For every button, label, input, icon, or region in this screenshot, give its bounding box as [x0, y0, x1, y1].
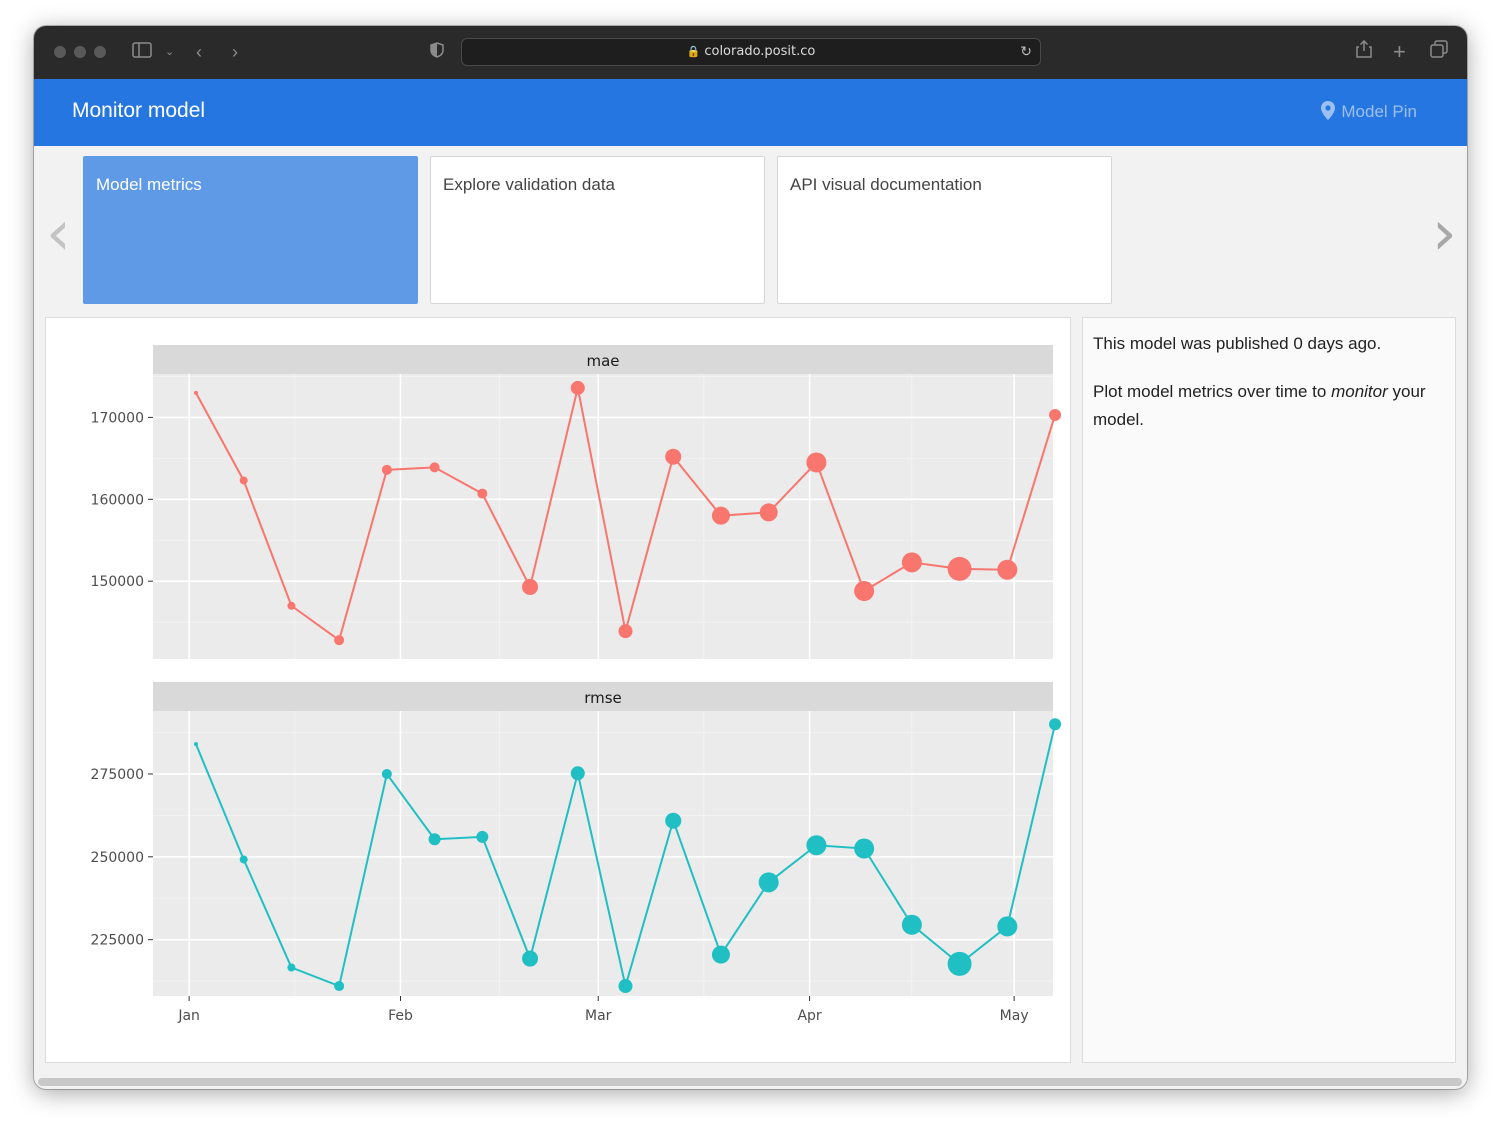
y-tick-label: 275000 — [91, 767, 144, 783]
lock-icon: 🔒 — [686, 45, 701, 58]
rmse-data-point — [758, 872, 779, 893]
x-tick-label: Mar — [585, 1008, 612, 1024]
url-text: colorado.posit.co — [704, 44, 816, 59]
x-tick-label: Feb — [388, 1008, 413, 1024]
rmse-data-point — [193, 742, 198, 747]
y-tick-label: 250000 — [91, 850, 144, 866]
chevron-down-icon[interactable]: ⌄ — [165, 46, 175, 58]
carousel-prev-arrow-icon[interactable]: ‹ — [46, 196, 71, 269]
plot-text-start: Plot model metrics over time to — [1093, 382, 1332, 401]
tab-model-metrics[interactable]: Model metrics — [83, 156, 418, 304]
horizontal-scrollbar[interactable] — [38, 1078, 1462, 1086]
rmse-data-point — [570, 766, 585, 781]
mae-data-point — [947, 556, 972, 581]
tab-label: Explore validation data — [443, 175, 616, 194]
mae-data-point — [854, 581, 875, 602]
plot-description: Plot model metrics over time to monitor … — [1093, 378, 1445, 434]
plot-text-emphasis: monitor — [1331, 382, 1388, 401]
mae-data-point — [570, 380, 585, 395]
rmse-data-point — [522, 950, 539, 967]
rmse-data-point — [947, 951, 972, 976]
model-pin-link[interactable]: Model Pin — [1321, 101, 1417, 122]
rmse-data-point — [334, 981, 345, 992]
mae-data-point — [522, 578, 539, 595]
rmse-data-point — [806, 835, 827, 856]
metrics-chart: mae 150000 160000 170000 rmse 225000 250000 275… — [91, 345, 1062, 1024]
mae-data-point — [1049, 408, 1062, 421]
reload-icon[interactable]: ↻ — [1020, 44, 1032, 60]
sidebar-toggle-icon[interactable] — [132, 40, 152, 64]
shield-icon[interactable] — [430, 40, 444, 64]
facet-strip — [153, 682, 1053, 711]
share-icon[interactable] — [1356, 39, 1372, 64]
map-pin-icon — [1321, 101, 1336, 120]
address-bar[interactable]: 🔒 colorado.posit.co ↻ — [461, 38, 1041, 66]
back-icon[interactable]: ‹ — [196, 42, 202, 62]
rmse-data-point — [476, 830, 489, 843]
mae-data-point — [806, 452, 827, 473]
mae-data-point — [429, 462, 440, 473]
mae-data-point — [711, 506, 730, 525]
mae-data-point — [477, 488, 488, 499]
mae-data-point — [901, 552, 922, 573]
tab-label: Model metrics — [96, 175, 202, 194]
mae-data-point — [618, 624, 633, 639]
y-tick-label: 225000 — [91, 933, 144, 949]
rmse-data-point — [239, 855, 248, 864]
tab-label: API visual documentation — [790, 175, 982, 194]
zoom-window-button[interactable] — [94, 46, 106, 58]
mae-data-point — [334, 635, 345, 646]
rmse-data-point — [711, 945, 730, 964]
new-tab-icon[interactable]: + — [1393, 39, 1406, 64]
tab-api-visual-documentation[interactable]: API visual documentation — [777, 156, 1112, 304]
rmse-data-point — [901, 914, 922, 935]
rmse-data-point — [1049, 718, 1062, 731]
rmse-data-point — [381, 768, 392, 779]
metrics-plot-panel: mae 150000 160000 170000 rmse 225000 250000 275… — [45, 317, 1071, 1063]
mae-data-point — [287, 601, 296, 610]
published-text: This model was published 0 days ago. — [1093, 334, 1382, 353]
model-pin-label: Model Pin — [1341, 102, 1417, 121]
mae-data-point — [665, 448, 682, 465]
app-navbar: Monitor model Model Pin — [34, 79, 1467, 146]
info-panel: This model was published 0 days ago. Plo… — [1082, 317, 1456, 1063]
plot-text-end: your model. — [1093, 382, 1426, 429]
browser-window: ⌄ ‹ › 🔒 colorado.posit.co ↻ + Monitor mod… — [34, 26, 1467, 1089]
close-window-button[interactable] — [54, 46, 66, 58]
rmse-data-point — [618, 979, 633, 994]
x-tick-label: Apr — [797, 1008, 821, 1024]
rmse-data-point — [665, 812, 682, 829]
rmse-data-point — [997, 916, 1018, 937]
app-title: Monitor model — [72, 99, 206, 122]
forward-icon[interactable]: › — [232, 42, 238, 62]
y-tick-label: 170000 — [91, 410, 144, 426]
tab-explore-validation-data[interactable]: Explore validation data — [430, 156, 765, 304]
x-tick-label: Jan — [177, 1008, 200, 1024]
plot-panel — [153, 711, 1053, 996]
facet-label: rmse — [584, 689, 622, 707]
mae-data-point — [381, 464, 392, 475]
facet-label: mae — [586, 352, 619, 370]
carousel-next-arrow-icon[interactable]: › — [1432, 196, 1457, 269]
minimize-window-button[interactable] — [74, 46, 86, 58]
browser-titlebar: ⌄ ‹ › 🔒 colorado.posit.co ↻ + — [34, 26, 1467, 80]
tab-overview-icon[interactable] — [1430, 40, 1448, 64]
rmse-data-point — [287, 963, 296, 972]
mae-data-point — [239, 476, 248, 485]
mae-data-point — [997, 559, 1018, 580]
y-tick-label: 150000 — [91, 574, 144, 590]
rmse-data-point — [428, 833, 441, 846]
x-tick-label: May — [1000, 1008, 1029, 1024]
facet-strip — [153, 345, 1053, 374]
rmse-data-point — [854, 838, 875, 859]
mae-data-point — [759, 503, 778, 522]
y-tick-label: 160000 — [91, 492, 144, 508]
mae-data-point — [193, 390, 198, 395]
